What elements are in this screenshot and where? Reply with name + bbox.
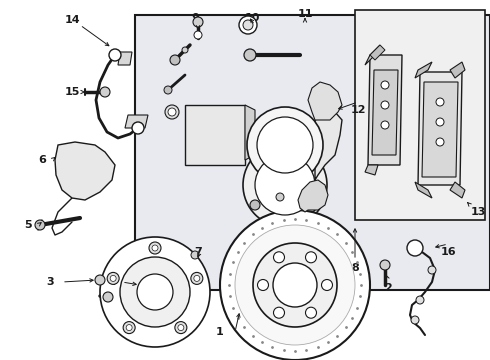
Circle shape <box>436 98 444 106</box>
Circle shape <box>191 251 199 259</box>
Circle shape <box>165 105 179 119</box>
Text: 14: 14 <box>64 15 80 25</box>
Circle shape <box>436 138 444 146</box>
Circle shape <box>191 273 203 284</box>
Circle shape <box>273 307 285 318</box>
Circle shape <box>109 49 121 61</box>
Circle shape <box>416 296 424 304</box>
Bar <box>135 15 490 290</box>
Circle shape <box>137 274 173 310</box>
Polygon shape <box>260 125 310 165</box>
Circle shape <box>253 243 337 327</box>
Circle shape <box>220 210 370 360</box>
Circle shape <box>168 108 176 116</box>
Circle shape <box>305 252 317 263</box>
Circle shape <box>380 260 390 270</box>
Circle shape <box>178 325 184 330</box>
Polygon shape <box>368 55 402 165</box>
Circle shape <box>381 121 389 129</box>
Circle shape <box>95 275 105 285</box>
Text: 10: 10 <box>245 13 260 23</box>
Text: 11: 11 <box>297 9 313 19</box>
Polygon shape <box>118 52 132 65</box>
Text: 8: 8 <box>351 263 359 273</box>
Circle shape <box>182 47 188 53</box>
Circle shape <box>123 321 135 334</box>
Circle shape <box>243 143 327 227</box>
Polygon shape <box>418 72 462 185</box>
Polygon shape <box>298 180 328 212</box>
Circle shape <box>193 17 203 27</box>
Polygon shape <box>415 62 432 78</box>
Polygon shape <box>185 105 245 165</box>
Circle shape <box>273 252 285 263</box>
Circle shape <box>239 16 257 34</box>
Circle shape <box>35 220 45 230</box>
Polygon shape <box>365 45 380 65</box>
Text: 16: 16 <box>440 247 456 257</box>
Text: 6: 6 <box>38 155 46 165</box>
Circle shape <box>428 266 436 274</box>
Polygon shape <box>308 82 342 120</box>
Text: 4: 4 <box>108 277 116 287</box>
Circle shape <box>103 292 113 302</box>
Circle shape <box>110 275 116 282</box>
Polygon shape <box>370 45 385 60</box>
Circle shape <box>194 275 200 282</box>
Circle shape <box>243 20 253 30</box>
Circle shape <box>436 118 444 126</box>
Polygon shape <box>372 70 398 155</box>
Polygon shape <box>55 142 115 200</box>
Polygon shape <box>450 182 465 198</box>
Text: 2: 2 <box>384 283 392 293</box>
Circle shape <box>132 122 144 134</box>
Circle shape <box>149 242 161 254</box>
Circle shape <box>250 200 260 210</box>
Circle shape <box>126 325 132 330</box>
Polygon shape <box>415 182 432 198</box>
Circle shape <box>244 49 256 61</box>
Circle shape <box>107 273 119 284</box>
Circle shape <box>305 307 317 318</box>
Circle shape <box>257 117 313 173</box>
Text: 13: 13 <box>470 207 486 217</box>
Text: 1: 1 <box>216 327 224 337</box>
Circle shape <box>255 155 315 215</box>
Circle shape <box>381 81 389 89</box>
Circle shape <box>164 86 172 94</box>
Text: 12: 12 <box>350 105 366 115</box>
Circle shape <box>175 321 187 334</box>
Circle shape <box>273 263 317 307</box>
Circle shape <box>235 225 355 345</box>
Circle shape <box>100 237 210 347</box>
Circle shape <box>100 87 110 97</box>
Text: 5: 5 <box>24 220 32 230</box>
Text: 9: 9 <box>191 13 199 23</box>
Circle shape <box>170 55 180 65</box>
Text: 7: 7 <box>194 247 202 257</box>
Circle shape <box>247 107 323 183</box>
Polygon shape <box>245 105 255 160</box>
Polygon shape <box>422 82 458 177</box>
Polygon shape <box>125 115 148 128</box>
Circle shape <box>381 101 389 109</box>
Circle shape <box>411 316 419 324</box>
Polygon shape <box>298 112 342 218</box>
Circle shape <box>258 279 269 291</box>
Circle shape <box>276 193 284 201</box>
Circle shape <box>407 240 423 256</box>
Text: 15: 15 <box>64 87 80 97</box>
Circle shape <box>120 257 190 327</box>
Bar <box>355 10 485 220</box>
Circle shape <box>321 279 333 291</box>
Text: 3: 3 <box>46 277 54 287</box>
Polygon shape <box>365 165 378 175</box>
Circle shape <box>194 31 202 39</box>
Polygon shape <box>450 62 465 78</box>
Circle shape <box>152 245 158 251</box>
